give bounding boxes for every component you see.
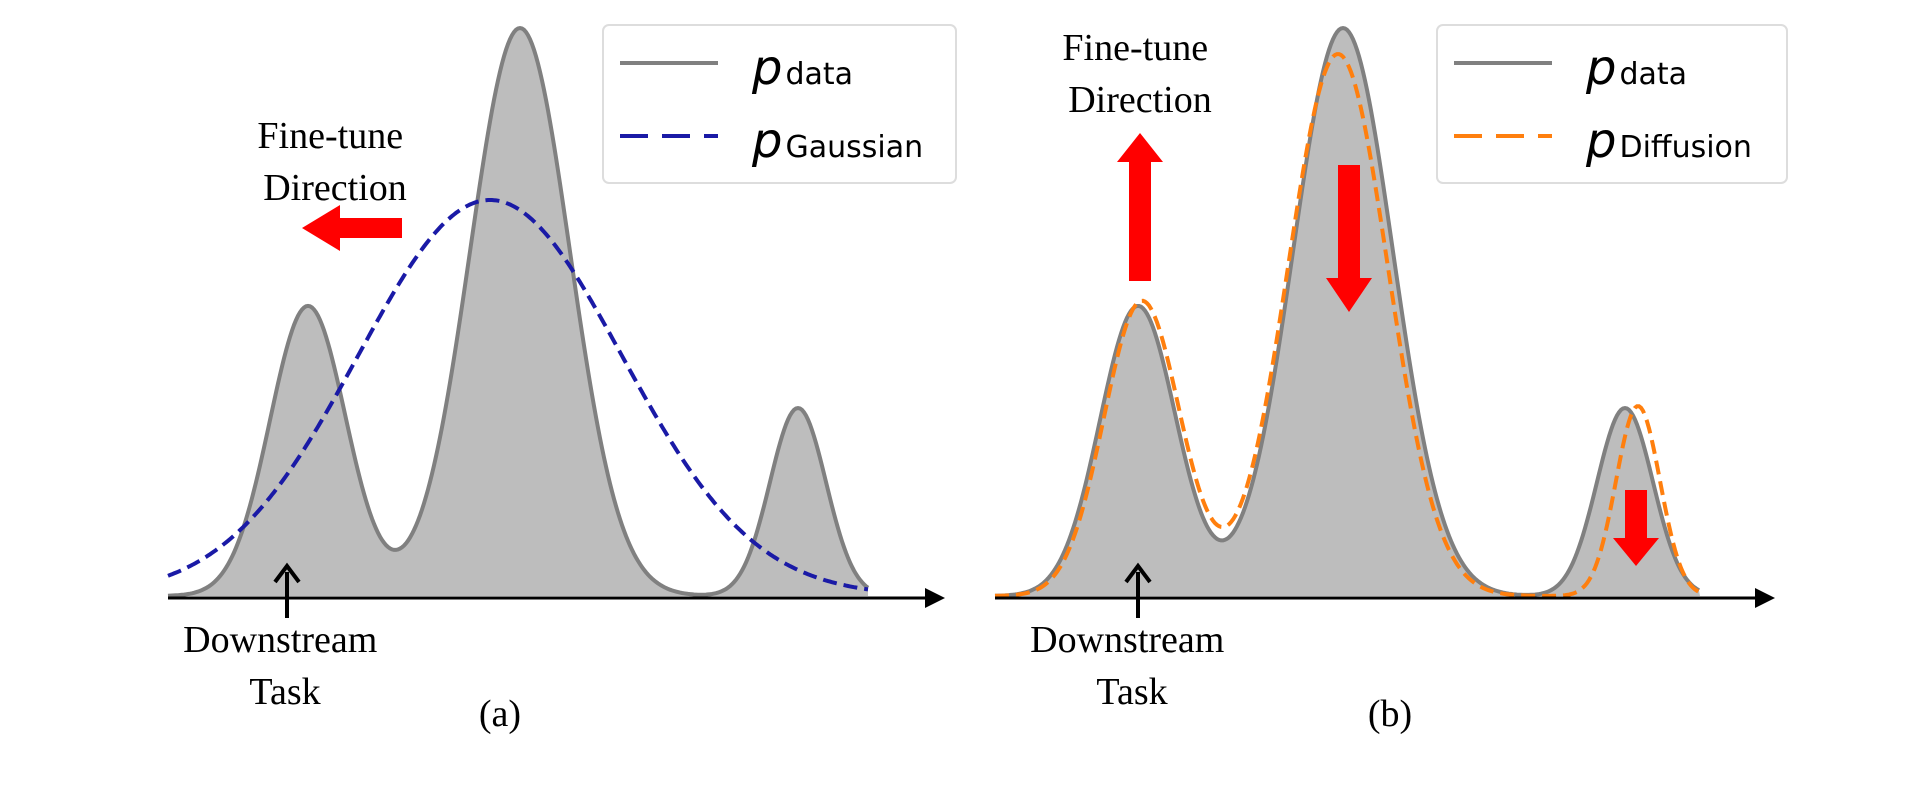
legend-symbol: p <box>751 40 782 96</box>
downstream-label-line1: Downstream <box>1030 619 1224 661</box>
downstream-annotation: Downstream Task <box>1030 562 1234 713</box>
legend: p data p Diffusion <box>1436 24 1788 184</box>
finetune-label-line2: Direction <box>1068 79 1212 121</box>
finetune-label: Fine-tune Direction <box>257 115 412 209</box>
legend-symbol: p <box>1585 113 1616 169</box>
finetune-label: Fine-tune Direction <box>1062 27 1217 121</box>
legend-entry-diffusion: p Diffusion <box>1454 113 1752 169</box>
legend-label: p data <box>1585 40 1687 96</box>
arrow-up-icon <box>1117 133 1163 281</box>
finetune-label-line1: Fine-tune <box>257 115 403 157</box>
gaussian-distribution-curve <box>167 198 869 592</box>
downstream-label-line2: Task <box>249 671 320 713</box>
arrow-up-icon <box>1124 562 1152 584</box>
legend-symbol: p <box>1585 40 1616 96</box>
panel-caption: (b) <box>1368 693 1412 735</box>
x-axis-arrowhead-icon <box>1755 588 1775 608</box>
legend-entry-data: p data <box>1454 40 1687 96</box>
finetune-label-line2: Direction <box>263 167 407 209</box>
downstream-label: Downstream Task <box>183 619 387 713</box>
x-axis <box>168 588 945 608</box>
arrow-up-icon <box>273 562 301 584</box>
legend-symbol: p <box>751 113 782 169</box>
finetune-label-line1: Fine-tune <box>1062 27 1208 69</box>
downstream-label-line1: Downstream <box>183 619 377 661</box>
data-distribution-curve <box>167 25 870 598</box>
legend-label: p Diffusion <box>1585 113 1752 169</box>
legend-subscript: data <box>785 57 853 92</box>
data-distribution-curve <box>994 25 1701 598</box>
panel-b: p data p Diffusion Fine-tune Direction <box>994 24 1788 735</box>
legend-label: p Gaussian <box>751 113 923 169</box>
x-axis <box>995 588 1775 608</box>
finetune-annotation: Fine-tune Direction <box>1062 27 1659 566</box>
downstream-annotation: Downstream Task <box>183 562 387 713</box>
legend-label: p data <box>751 40 853 96</box>
downstream-label: Downstream Task <box>1030 619 1234 713</box>
legend-subscript: Gaussian <box>785 130 923 165</box>
legend-subscript: data <box>1619 57 1687 92</box>
finetune-annotation: Fine-tune Direction <box>257 115 412 251</box>
arrow-down-icon <box>1326 165 1372 312</box>
legend: p data p Gaussian <box>602 24 957 184</box>
data-distribution-fill <box>168 28 868 596</box>
arrow-down-icon <box>1613 490 1659 566</box>
panel-a: p data p Gaussian Fine-tune Direction <box>167 24 957 735</box>
x-axis-arrowhead-icon <box>925 588 945 608</box>
downstream-label-line2: Task <box>1096 671 1167 713</box>
panel-caption: (a) <box>479 693 521 735</box>
legend-entry-data: p data <box>620 40 853 96</box>
legend-subscript: Diffusion <box>1619 130 1751 165</box>
legend-entry-gaussian: p Gaussian <box>620 113 923 169</box>
data-distribution-fill <box>995 28 1700 596</box>
arrow-left-icon <box>302 205 402 251</box>
